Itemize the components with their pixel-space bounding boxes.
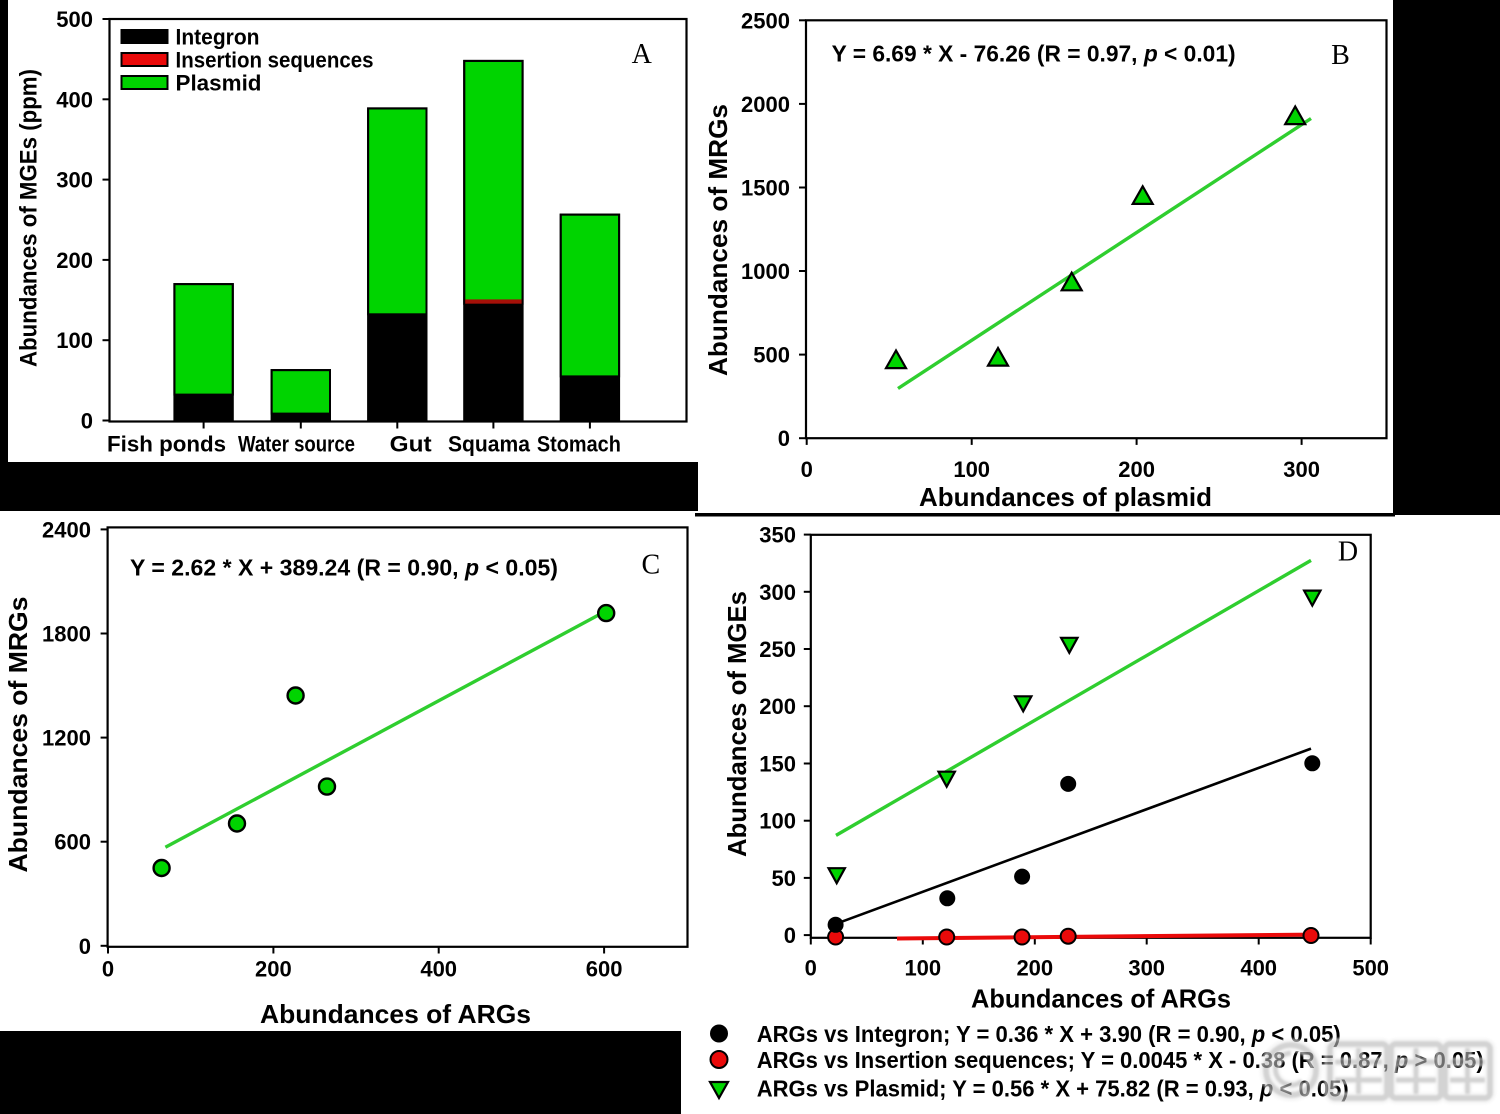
svg-text:Squama: Squama — [448, 432, 531, 457]
svg-text:300: 300 — [56, 168, 93, 193]
svg-text:200: 200 — [1016, 956, 1053, 981]
svg-text:Gut: Gut — [390, 432, 433, 457]
svg-text:D: D — [1338, 537, 1358, 568]
svg-text:100: 100 — [953, 457, 990, 482]
svg-text:200: 200 — [255, 957, 292, 982]
svg-text:150: 150 — [759, 752, 796, 777]
svg-text:Abundances of plasmid: Abundances of plasmid — [919, 482, 1212, 512]
svg-text:A: A — [632, 39, 653, 70]
svg-text:0: 0 — [784, 923, 796, 948]
svg-text:Water source: Water source — [238, 432, 355, 457]
svg-text:Abundances of MRGs: Abundances of MRGs — [703, 104, 733, 376]
svg-text:100: 100 — [56, 328, 93, 353]
svg-text:1000: 1000 — [741, 259, 790, 284]
svg-text:Stomach: Stomach — [537, 432, 621, 457]
svg-text:600: 600 — [54, 830, 91, 855]
svg-text:0: 0 — [801, 457, 813, 482]
svg-text:50: 50 — [772, 866, 796, 891]
svg-text:Plasmid: Plasmid — [176, 71, 262, 96]
svg-text:Integron: Integron — [176, 25, 260, 50]
svg-text:Abundances of MGEs (ppm): Abundances of MGEs (ppm) — [16, 69, 43, 367]
svg-text:500: 500 — [56, 7, 93, 32]
svg-text:2400: 2400 — [42, 517, 91, 542]
svg-text:Insertion sequences: Insertion sequences — [176, 48, 374, 73]
svg-text:200: 200 — [56, 248, 93, 273]
svg-text:Abundances of ARGs: Abundances of ARGs — [260, 999, 531, 1029]
svg-text:350: 350 — [759, 523, 796, 548]
svg-text:300: 300 — [1283, 457, 1320, 482]
svg-text:1200: 1200 — [42, 726, 91, 751]
svg-text:200: 200 — [759, 694, 796, 719]
svg-text:500: 500 — [1352, 956, 1389, 981]
svg-text:Abundances of MGEs: Abundances of MGEs — [722, 591, 752, 857]
svg-text:0: 0 — [805, 956, 817, 981]
svg-text:2000: 2000 — [741, 92, 790, 117]
svg-text:400: 400 — [420, 957, 457, 982]
svg-text:0: 0 — [778, 426, 790, 451]
svg-text:Abundances of ARGs: Abundances of ARGs — [971, 984, 1231, 1014]
svg-text:1800: 1800 — [42, 622, 91, 647]
svg-text:0: 0 — [79, 934, 91, 959]
svg-text:100: 100 — [904, 956, 941, 981]
svg-text:ARGs vs Integron; Y = 0.36 * X: ARGs vs Integron; Y = 0.36 * X + 3.90 (R… — [757, 1021, 1341, 1047]
svg-text:Fish ponds: Fish ponds — [107, 432, 226, 457]
svg-text:2500: 2500 — [741, 8, 790, 33]
svg-text:500: 500 — [753, 343, 790, 368]
svg-text:ARGs vs Plasmid; Y = 0.56 * X: ARGs vs Plasmid; Y = 0.56 * X + 75.82 (R… — [757, 1076, 1349, 1102]
svg-text:1500: 1500 — [741, 176, 790, 201]
svg-text:C: C — [641, 550, 660, 581]
svg-text:Y = 2.62 * X + 389.24 (R = 0.9: Y = 2.62 * X + 389.24 (R = 0.90, p < 0.0… — [130, 554, 558, 580]
svg-text:0: 0 — [81, 409, 93, 434]
svg-text:0: 0 — [102, 957, 114, 982]
svg-text:100: 100 — [759, 809, 796, 834]
svg-text:300: 300 — [1128, 956, 1165, 981]
svg-text:250: 250 — [759, 637, 796, 662]
svg-text:400: 400 — [56, 87, 93, 112]
svg-text:Abundances of MRGs: Abundances of MRGs — [3, 597, 33, 873]
svg-text:600: 600 — [586, 957, 623, 982]
svg-text:400: 400 — [1240, 956, 1277, 981]
svg-text:300: 300 — [759, 580, 796, 605]
svg-text:200: 200 — [1118, 457, 1155, 482]
svg-text:B: B — [1331, 40, 1350, 71]
svg-text:Y = 6.69 * X - 76.26 (R = 0.97: Y = 6.69 * X - 76.26 (R = 0.97, p < 0.01… — [832, 40, 1236, 66]
